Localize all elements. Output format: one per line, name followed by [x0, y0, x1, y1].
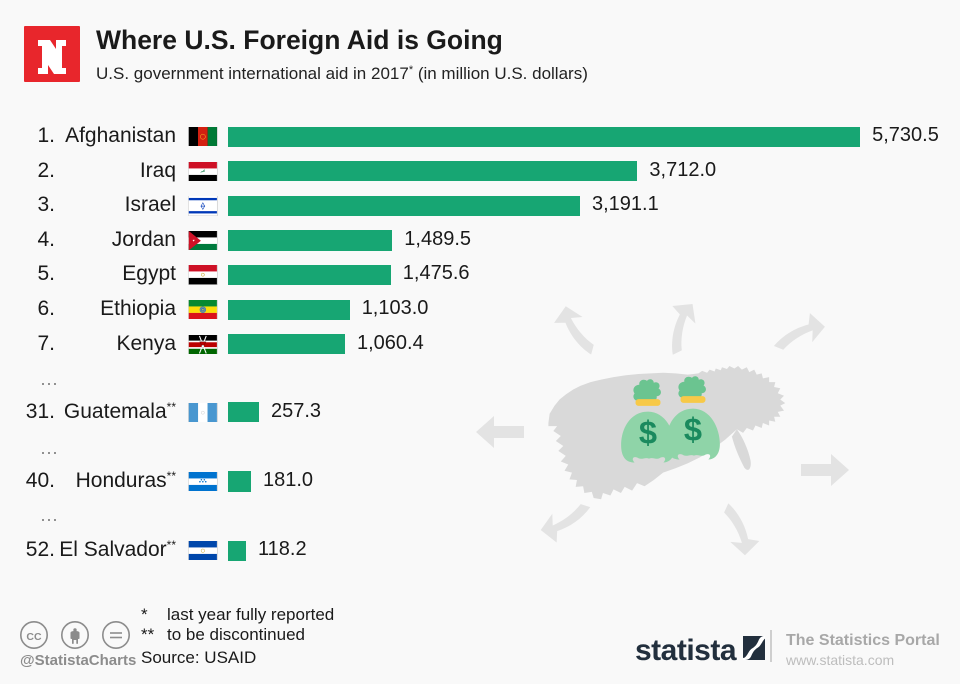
svg-text:$: $: [684, 410, 702, 447]
svg-text:$: $: [639, 413, 657, 450]
